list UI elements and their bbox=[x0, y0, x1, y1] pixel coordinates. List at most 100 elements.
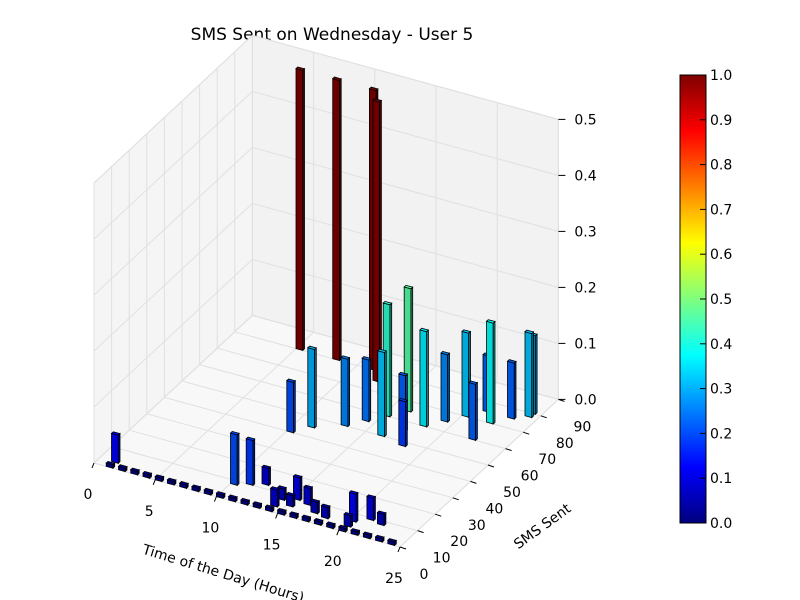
bar bbox=[350, 528, 361, 537]
x-tick-mark bbox=[275, 513, 279, 519]
colorbar-tick-label: 0.2 bbox=[710, 426, 732, 442]
y-tick-label: 60 bbox=[521, 469, 539, 485]
y-tick-label: 80 bbox=[556, 436, 574, 452]
bar bbox=[468, 380, 479, 442]
bar bbox=[229, 430, 240, 487]
gridline bbox=[164, 396, 471, 482]
z-tick-label: 0.1 bbox=[574, 336, 596, 352]
bar bbox=[154, 474, 165, 483]
bar bbox=[240, 497, 251, 507]
bar bbox=[320, 503, 331, 520]
bar bbox=[105, 460, 116, 470]
x-tick-label: 15 bbox=[263, 537, 281, 553]
bar bbox=[419, 327, 430, 428]
colorbar-tick-label: 0.4 bbox=[710, 337, 732, 353]
gridline bbox=[93, 91, 253, 240]
bar bbox=[524, 329, 535, 419]
gridline bbox=[399, 399, 559, 548]
bar bbox=[301, 514, 312, 523]
x-tick-mark bbox=[91, 462, 95, 469]
bar bbox=[340, 355, 351, 428]
colorbar-tick-label: 0.9 bbox=[710, 113, 732, 129]
x-tick-label: 25 bbox=[385, 571, 403, 587]
z-tick-label: 0.3 bbox=[574, 224, 596, 240]
bar bbox=[485, 319, 496, 425]
bar bbox=[387, 538, 398, 547]
bar bbox=[110, 431, 121, 465]
bar bbox=[325, 521, 336, 530]
x-tick-mark bbox=[152, 479, 156, 485]
bar bbox=[129, 467, 140, 476]
colorbar-tick-label: 0.1 bbox=[710, 471, 732, 487]
z-tick-label: 0.4 bbox=[574, 168, 596, 184]
bar bbox=[117, 464, 128, 473]
bar bbox=[374, 534, 385, 544]
colorbar-tick-label: 1.0 bbox=[710, 68, 732, 84]
bar bbox=[285, 378, 297, 434]
gridline bbox=[199, 364, 506, 450]
bar bbox=[166, 477, 177, 486]
gridline bbox=[93, 35, 253, 184]
y-axis-label: SMS Sent bbox=[511, 501, 574, 553]
bar bbox=[252, 501, 263, 510]
bar bbox=[331, 76, 342, 362]
gridline bbox=[93, 147, 253, 296]
y-tick-label: 40 bbox=[485, 501, 503, 517]
colorbar-tick-label: 0.0 bbox=[710, 516, 732, 532]
bar bbox=[362, 531, 373, 540]
gridline bbox=[181, 380, 489, 466]
bar bbox=[245, 436, 256, 487]
bar bbox=[142, 470, 153, 480]
bar bbox=[461, 329, 472, 419]
y-tick-mark bbox=[505, 448, 512, 452]
x-tick-label: 5 bbox=[145, 504, 154, 520]
bar bbox=[227, 494, 238, 503]
bar bbox=[343, 511, 354, 528]
y-tick-mark bbox=[452, 497, 459, 501]
x-tick-mark bbox=[397, 546, 401, 553]
colorbar-tick-label: 0.3 bbox=[710, 382, 732, 398]
bar bbox=[376, 510, 387, 527]
y-tick-label: 70 bbox=[538, 452, 556, 468]
x-tick-label: 20 bbox=[324, 554, 342, 570]
bar bbox=[307, 345, 318, 429]
bar bbox=[285, 491, 296, 508]
bar bbox=[288, 511, 300, 520]
y-tick-label: 0 bbox=[420, 567, 429, 583]
y-tick-label: 30 bbox=[468, 518, 486, 534]
bar bbox=[178, 481, 190, 490]
y-tick-label: 90 bbox=[573, 419, 591, 435]
bar bbox=[506, 359, 517, 421]
bar bbox=[377, 348, 388, 438]
y-tick-mark bbox=[470, 480, 477, 484]
colorbar-tick-label: 0.7 bbox=[710, 202, 732, 218]
y-tick-mark bbox=[487, 464, 495, 468]
x-axis-label: Time of the Day (Hours) bbox=[139, 542, 305, 600]
colorbar-tick-label: 0.5 bbox=[710, 292, 732, 308]
bar bbox=[191, 484, 202, 493]
colorbar-tick-label: 0.8 bbox=[710, 158, 732, 174]
x-tick-mark bbox=[213, 496, 217, 502]
bar bbox=[264, 504, 275, 513]
bar bbox=[372, 98, 383, 384]
y-tick-mark bbox=[540, 415, 547, 419]
y-tick-mark bbox=[399, 546, 407, 550]
gridline bbox=[93, 203, 253, 352]
bar bbox=[269, 486, 280, 508]
x-tick-label: 10 bbox=[201, 521, 219, 537]
bar bbox=[295, 66, 306, 352]
y-tick-mark bbox=[435, 513, 442, 517]
gridline bbox=[129, 429, 436, 515]
y-tick-label: 10 bbox=[433, 551, 451, 567]
gridline bbox=[252, 34, 559, 120]
bar bbox=[261, 464, 272, 487]
x-tick-label: 0 bbox=[84, 487, 93, 503]
z-tick-label: 0.2 bbox=[574, 280, 596, 296]
bar bbox=[310, 498, 321, 515]
bar bbox=[313, 518, 324, 527]
y-tick-mark bbox=[523, 431, 530, 435]
z-tick-label: 0.5 bbox=[574, 112, 596, 128]
bar bbox=[398, 397, 409, 448]
